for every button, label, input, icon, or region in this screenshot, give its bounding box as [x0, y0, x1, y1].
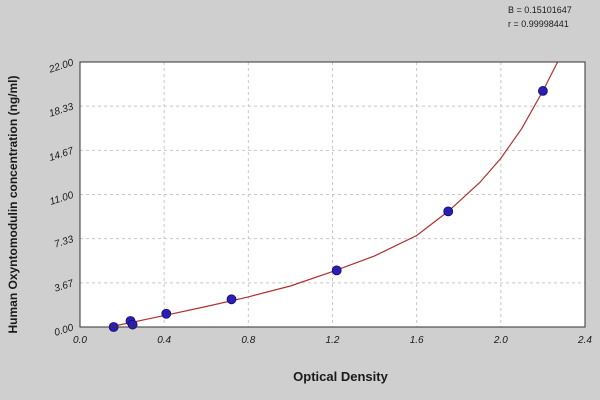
x-axis-title: Optical Density [293, 369, 388, 384]
y-tick-label: 22.00 [47, 57, 76, 76]
fit-statistic-b: B = 0.15101647 [508, 5, 572, 15]
data-point [161, 308, 172, 319]
plot-border [79, 61, 586, 328]
y-tick-label: 14.67 [48, 146, 76, 164]
x-tick-label: 1.2 [326, 335, 340, 346]
x-tick-label: 0.0 [73, 335, 87, 346]
y-tick-label: 7.33 [53, 234, 75, 251]
y-axis-title: Human Oxyntomodulin concentration (ng/ml… [6, 75, 20, 333]
x-tick-labels: 0.0 0.4 0.8 1.2 1.6 2.0 2.4 [73, 335, 592, 346]
x-tick-label: 0.4 [157, 335, 171, 346]
y-tick-label: 18.33 [48, 101, 76, 119]
x-tick-label: 2.0 [493, 335, 508, 346]
y-tick-labels: 0.00 3.67 7.33 11.00 14.67 18.33 22.00 [47, 57, 76, 339]
y-tick-label: 11.00 [48, 190, 75, 208]
y-tick-label: 0.00 [53, 322, 75, 339]
data-point [226, 294, 237, 305]
fit-statistic-r: r = 0.99998441 [508, 19, 569, 29]
data-point [127, 319, 138, 330]
grid-lines-y [80, 105, 585, 284]
data-point [538, 86, 548, 96]
fit-curve-line [109, 61, 559, 328]
x-tick-label: 2.4 [577, 335, 592, 346]
x-tick-label: 0.8 [241, 335, 255, 346]
x-tick-label: 1.6 [410, 335, 424, 346]
data-point [331, 265, 342, 276]
y-tick-label: 3.67 [53, 278, 75, 295]
data-point [443, 206, 454, 217]
